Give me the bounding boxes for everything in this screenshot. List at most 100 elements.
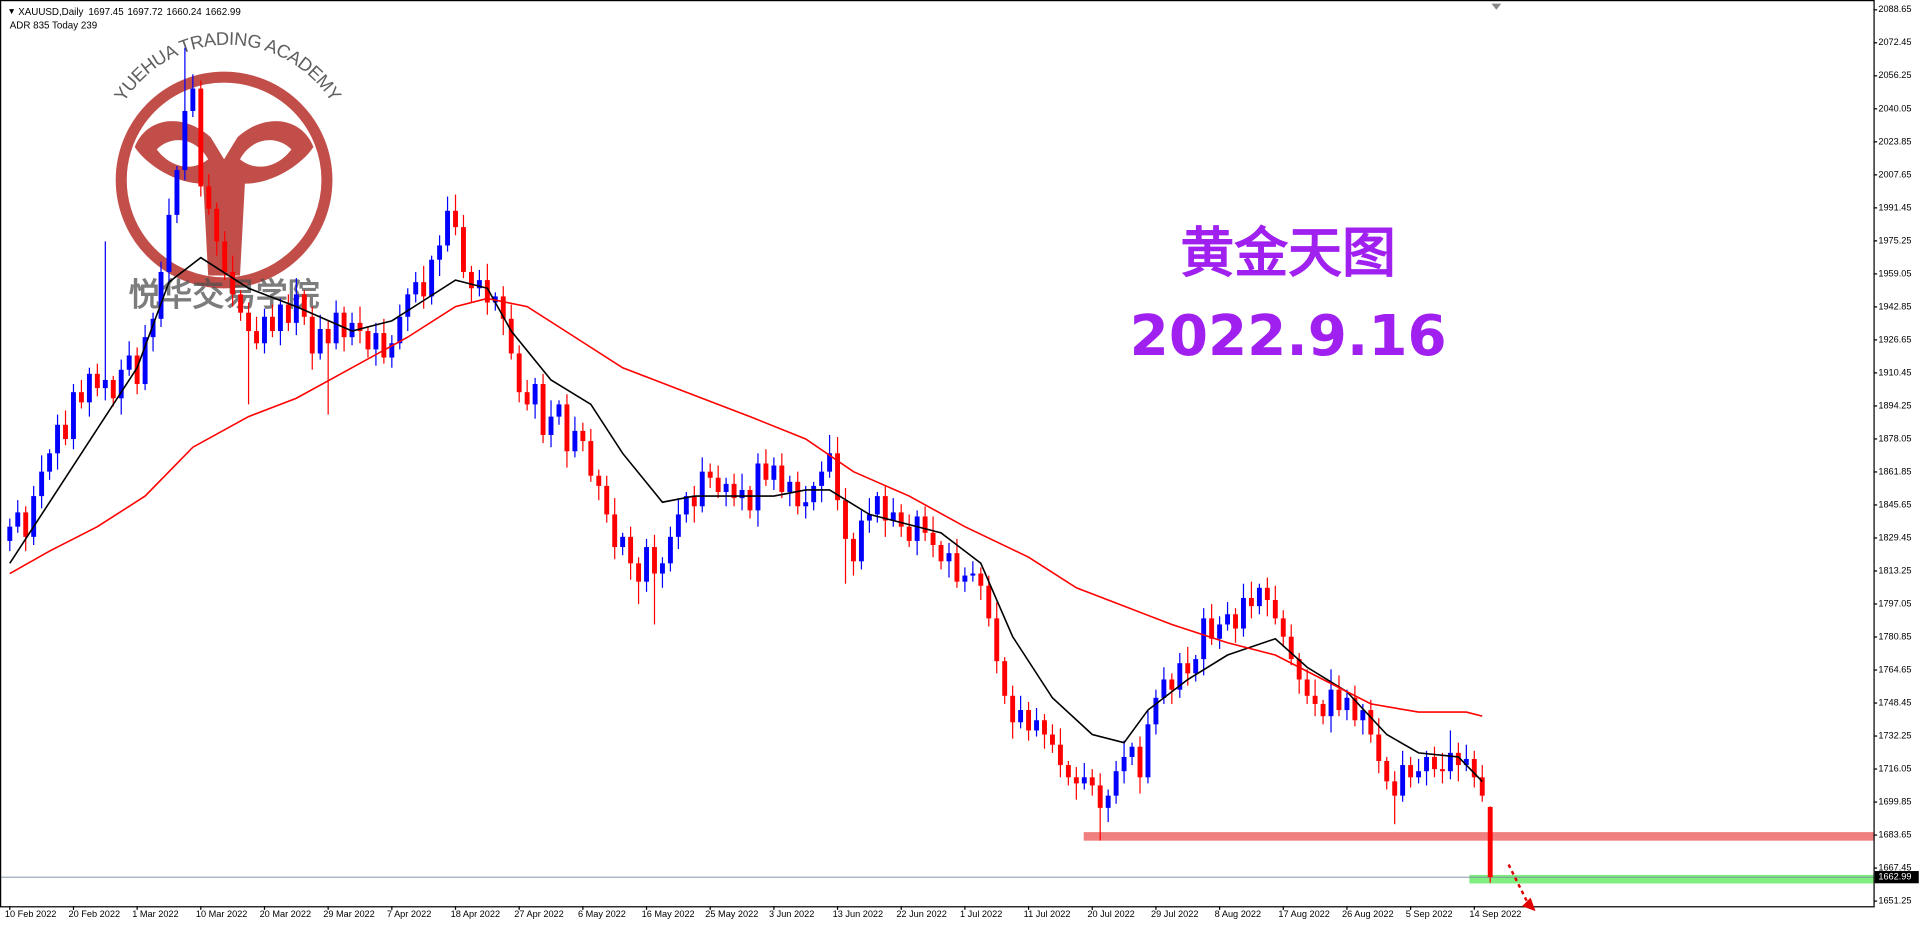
candle-body <box>63 424 68 440</box>
candle-body <box>317 329 323 354</box>
logo-text-cn: 悦华交易学院 <box>129 275 320 313</box>
y-tick-label: 1861.85 <box>1878 466 1911 476</box>
candle-body <box>707 471 713 478</box>
candle-body <box>1400 765 1406 796</box>
candle-body <box>86 373 92 403</box>
candle-body <box>819 471 825 486</box>
candle-body <box>325 329 331 344</box>
candle-body <box>1018 710 1024 723</box>
candle-body <box>1145 724 1151 778</box>
candle-body <box>882 496 888 521</box>
candle-body <box>174 170 180 215</box>
candle-body <box>126 355 132 370</box>
candle-body <box>484 280 490 303</box>
moving-average <box>9 256 1483 782</box>
candle-body <box>612 514 618 548</box>
y-tick-label: 1651.25 <box>1878 896 1911 906</box>
header-open: 1697.45 <box>88 7 124 18</box>
candle-body <box>476 280 482 289</box>
candle-body <box>1209 618 1215 639</box>
candle-body <box>1392 781 1398 796</box>
candle-body <box>1280 618 1286 637</box>
candle-body <box>1065 765 1071 778</box>
candle-body <box>835 453 840 501</box>
candle-body <box>660 563 665 574</box>
candle-body <box>858 520 864 562</box>
x-tick-label: 13 Jun 2022 <box>833 909 883 919</box>
candle-body <box>182 110 188 171</box>
candle-body <box>246 312 252 332</box>
candle-body <box>1137 746 1143 778</box>
candle-body <box>1161 679 1167 698</box>
y-tick-label: 1894.25 <box>1878 400 1911 410</box>
candle-body <box>158 271 164 319</box>
candle-body <box>1487 806 1493 878</box>
price-label: 1662.99 <box>1878 872 1911 882</box>
x-tick-label: 27 Apr 2022 <box>514 909 563 919</box>
level-band <box>1083 832 1874 841</box>
candle-body <box>1447 752 1453 772</box>
candle-body <box>1050 734 1055 745</box>
candle-body <box>31 496 37 537</box>
candle-body <box>47 453 53 472</box>
candle-body <box>771 465 777 480</box>
candle-body <box>437 245 443 260</box>
candle-body <box>166 214 172 272</box>
level-band <box>1469 874 1874 884</box>
candle-body <box>421 282 427 297</box>
candle-body <box>373 333 379 350</box>
candle-body <box>1201 618 1207 660</box>
candle-body <box>1288 636 1294 660</box>
candle-body <box>1248 597 1254 607</box>
candle-body <box>1057 744 1063 766</box>
x-tick-label: 25 May 2022 <box>705 909 758 919</box>
candle-body <box>206 186 212 209</box>
y-tick-label: 1764.65 <box>1878 664 1911 674</box>
candle-body <box>946 553 952 562</box>
candle-body <box>787 481 793 493</box>
y-tick-label: 1780.85 <box>1878 631 1911 641</box>
x-tick-label: 20 Mar 2022 <box>260 909 311 919</box>
candle-body <box>134 355 140 385</box>
candle-body <box>341 312 347 338</box>
candle-body <box>636 563 642 582</box>
candle-body <box>1328 689 1334 717</box>
candle-body <box>691 496 697 507</box>
candle-body <box>811 485 817 503</box>
candle-body <box>150 318 156 338</box>
arrow-head <box>1522 897 1536 912</box>
candle-body <box>890 512 896 521</box>
candle-body <box>15 512 21 527</box>
candle-body <box>461 227 466 272</box>
candle-body <box>413 282 419 295</box>
y-tick-label: 2056.25 <box>1878 70 1911 80</box>
x-tick-label: 7 Apr 2022 <box>387 909 431 919</box>
candle-body <box>620 536 626 548</box>
candle-body <box>1264 587 1270 601</box>
candle-body <box>1360 710 1366 721</box>
y-tick-label: 2023.85 <box>1878 136 1911 146</box>
candle-body <box>1471 758 1477 778</box>
x-tick-label: 1 Jul 2022 <box>960 909 1002 919</box>
candle-body <box>747 489 753 511</box>
y-tick-label: 1748.45 <box>1878 697 1911 707</box>
candle-body <box>779 465 785 493</box>
x-tick-label: 29 Mar 2022 <box>323 909 374 919</box>
candle-body <box>994 618 1000 662</box>
candle-body <box>564 404 570 452</box>
candle-body <box>277 304 283 332</box>
y-tick-label: 1829.45 <box>1878 532 1911 542</box>
candle-body <box>1105 795 1111 808</box>
candle-body <box>914 516 920 541</box>
x-tick-label: 26 Aug 2022 <box>1342 909 1394 919</box>
candle-body <box>1233 614 1238 629</box>
candle-body <box>715 477 721 493</box>
x-tick-label: 14 Sep 2022 <box>1469 909 1521 919</box>
candle-body <box>1153 697 1159 725</box>
candle-body <box>365 331 371 350</box>
candle-body <box>596 475 602 486</box>
y-tick-label: 2072.45 <box>1878 37 1911 47</box>
candle-body <box>262 316 267 344</box>
candle-body <box>1424 756 1429 772</box>
